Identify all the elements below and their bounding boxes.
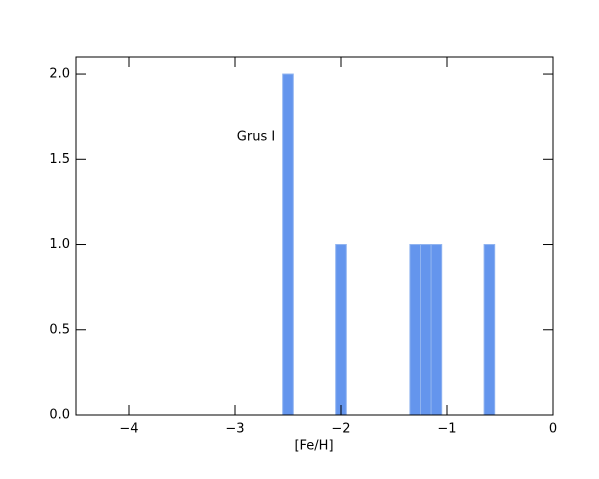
bar: [420, 244, 432, 416]
x-tick-label: −4: [119, 422, 138, 437]
bar: [335, 244, 347, 416]
annotation: Grus I: [237, 130, 275, 145]
y-tick-label: 0.0: [49, 408, 70, 423]
x-tick-label: −1: [437, 422, 456, 437]
y-tick-label: 2.0: [49, 67, 70, 82]
x-tick-label: −2: [331, 422, 350, 437]
y-tick-label: 0.5: [49, 322, 70, 337]
plot-frame: [75, 56, 554, 416]
bar: [409, 244, 421, 416]
x-axis-label: [Fe/H]: [294, 439, 333, 454]
bar: [282, 73, 294, 416]
x-tick-label: −3: [225, 422, 244, 437]
y-tick-label: 1.5: [49, 152, 70, 167]
bar: [430, 244, 443, 416]
bar: [483, 244, 496, 416]
y-tick-label: 1.0: [49, 237, 70, 252]
x-tick-label: 0: [549, 422, 557, 437]
